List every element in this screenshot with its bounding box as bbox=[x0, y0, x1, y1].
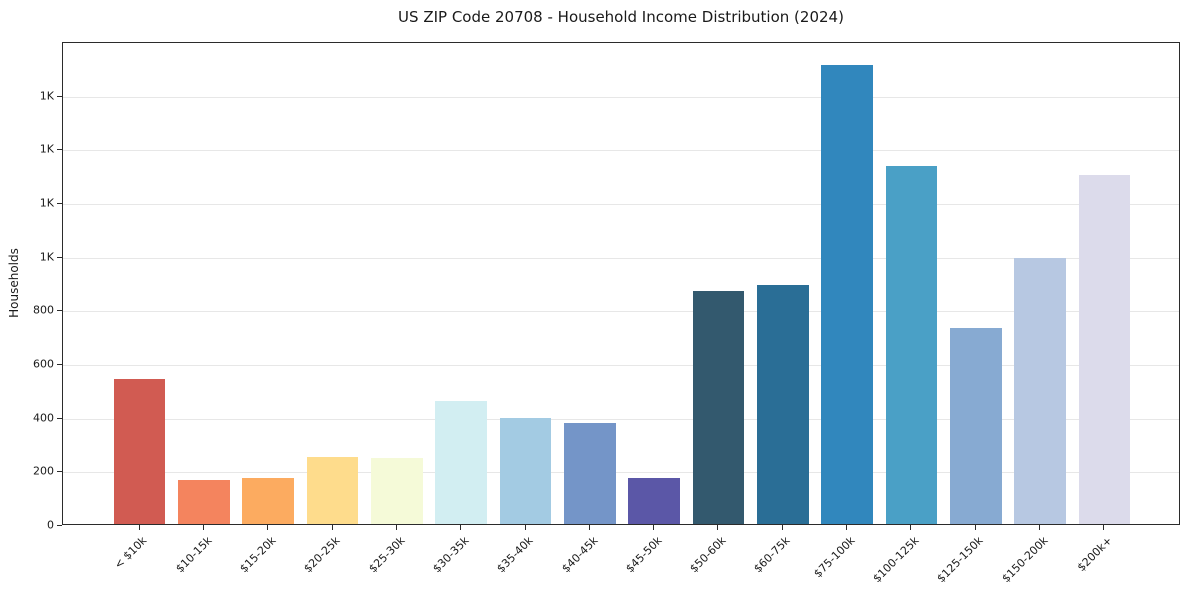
y-tick-mark bbox=[57, 364, 62, 365]
y-tick-mark bbox=[57, 95, 62, 97]
gridline bbox=[63, 365, 1179, 366]
y-tick-label: 1K bbox=[39, 142, 54, 156]
bar-$15-20k bbox=[242, 478, 294, 524]
x-tick-label: $45-50k bbox=[623, 534, 665, 576]
y-tick-label: 1K bbox=[39, 196, 54, 210]
y-tick-mark bbox=[57, 525, 62, 526]
gridline bbox=[63, 150, 1179, 152]
x-tick-label: $25-30k bbox=[365, 534, 408, 576]
bar-$20-25k bbox=[306, 456, 359, 524]
x-tick-mark bbox=[653, 525, 655, 530]
x-tick-label: $100-125k bbox=[870, 534, 922, 586]
bar-$35-40k bbox=[499, 418, 552, 524]
y-tick-label: 800 bbox=[33, 303, 54, 317]
y-tick-mark bbox=[57, 203, 62, 204]
y-tick-label: 400 bbox=[33, 411, 54, 425]
gridline bbox=[63, 204, 1179, 205]
x-tick-mark bbox=[395, 525, 397, 530]
y-tick-mark bbox=[57, 417, 62, 419]
gridline bbox=[63, 311, 1179, 313]
y-tick-mark bbox=[57, 256, 62, 258]
gridline bbox=[63, 418, 1179, 420]
x-tick-mark bbox=[846, 525, 848, 530]
gridline bbox=[63, 472, 1179, 474]
bar-$125-150k bbox=[950, 328, 1002, 524]
bar-$75-100k bbox=[821, 65, 873, 524]
bar-$200k+ bbox=[1078, 175, 1131, 524]
x-tick-mark bbox=[781, 525, 783, 530]
x-tick-mark bbox=[331, 525, 333, 530]
bar-$100-125k bbox=[885, 165, 938, 524]
x-tick-label: $20-25k bbox=[301, 534, 343, 576]
x-tick-label: $150-200k bbox=[999, 534, 1051, 586]
x-tick-mark bbox=[1039, 525, 1041, 530]
y-tick-label: 600 bbox=[33, 357, 54, 371]
x-tick-mark bbox=[267, 525, 269, 530]
gridline bbox=[63, 96, 1179, 98]
chart-title: US ZIP Code 20708 - Household Income Dis… bbox=[398, 8, 844, 26]
plot-area bbox=[62, 42, 1180, 525]
x-tick-label: < $10k bbox=[112, 534, 150, 572]
x-tick-mark bbox=[460, 525, 462, 530]
x-tick-mark bbox=[138, 525, 140, 530]
bar-$50-60k bbox=[692, 290, 745, 524]
y-tick-label: 0 bbox=[47, 518, 54, 532]
y-tick-mark bbox=[57, 471, 62, 473]
y-tick-mark bbox=[57, 149, 62, 151]
x-tick-label: $35-40k bbox=[494, 534, 536, 576]
gridline bbox=[63, 257, 1179, 259]
bar-$25-30k bbox=[371, 458, 423, 524]
y-tick-label: 1K bbox=[39, 250, 54, 264]
x-tick-mark bbox=[1103, 525, 1105, 530]
x-tick-label: $40-45k bbox=[558, 534, 601, 576]
x-tick-label: $30-35k bbox=[430, 534, 472, 576]
y-tick-label: 1K bbox=[39, 89, 54, 103]
x-tick-mark bbox=[202, 525, 204, 530]
bar-$30-35k bbox=[435, 400, 487, 524]
x-tick-label: $125-150k bbox=[934, 534, 987, 586]
y-tick-label: 200 bbox=[33, 464, 54, 478]
x-tick-label: $50-60k bbox=[687, 534, 729, 576]
x-tick-mark bbox=[717, 525, 719, 530]
bar-< $10k bbox=[113, 379, 166, 524]
x-tick-mark bbox=[974, 525, 976, 530]
bar-$40-45k bbox=[564, 423, 616, 524]
bar-$10-15k bbox=[178, 479, 230, 524]
y-tick-mark bbox=[57, 310, 62, 312]
x-tick-label: $200k+ bbox=[1074, 534, 1115, 575]
x-tick-label: $10-15k bbox=[172, 534, 215, 576]
x-tick-mark bbox=[588, 525, 590, 530]
bar-$60-75k bbox=[757, 285, 809, 524]
bar-$150-200k bbox=[1014, 258, 1066, 524]
x-tick-mark bbox=[910, 525, 912, 530]
bar-$45-50k bbox=[628, 478, 680, 524]
x-tick-label: $60-75k bbox=[751, 534, 794, 576]
x-tick-label: $75-100k bbox=[811, 534, 858, 581]
x-tick-mark bbox=[524, 525, 526, 530]
x-tick-label: $15-20k bbox=[237, 534, 279, 576]
